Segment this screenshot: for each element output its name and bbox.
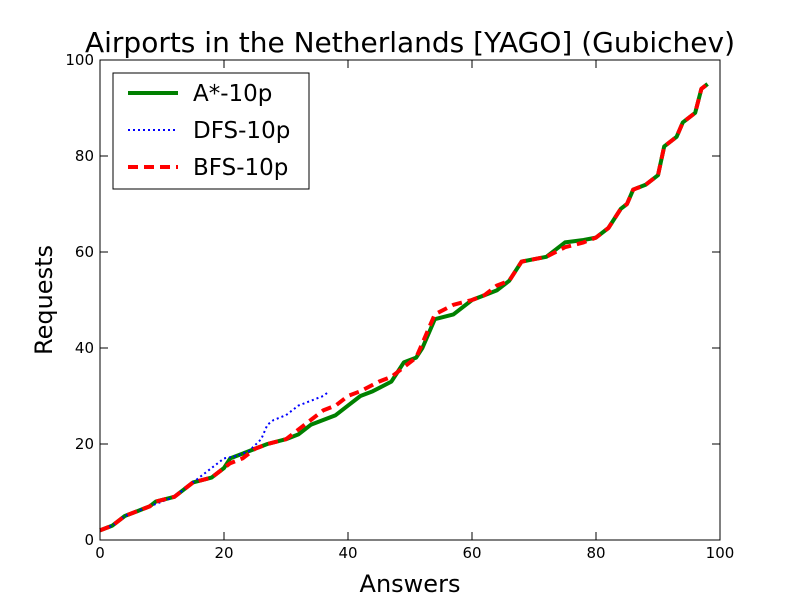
legend: A*-10p DFS-10p BFS-10p xyxy=(112,72,310,190)
x-tick-label: 60 xyxy=(462,544,481,562)
y-tick-label: 20 xyxy=(75,435,94,453)
series-lines xyxy=(99,82,709,533)
plot-frame xyxy=(99,59,721,541)
y-axis-label: Requests xyxy=(30,245,58,355)
series-line-dfs xyxy=(99,390,331,532)
x-tick-label: 0 xyxy=(95,544,105,562)
x-tick-label: 40 xyxy=(338,544,357,562)
x-axis-label: Answers xyxy=(360,570,461,598)
legend-label-a-star: A*-10p xyxy=(193,81,272,107)
x-tick-label: 80 xyxy=(586,544,605,562)
y-tick-labels: 0 20 40 60 80 100 xyxy=(65,51,94,549)
series-line-bfs xyxy=(99,82,709,533)
y-tick-label: 80 xyxy=(75,147,94,165)
y-tick-label: 40 xyxy=(75,339,94,357)
chart-title: Airports in the Netherlands [YAGO] (Gubi… xyxy=(85,26,735,59)
y-tick-label: 60 xyxy=(75,243,94,261)
y-tick-label: 0 xyxy=(84,531,94,549)
y-tick-label: 100 xyxy=(65,51,94,69)
x-tick-label: 20 xyxy=(214,544,233,562)
x-tick-label: 100 xyxy=(706,544,735,562)
legend-label-bfs: BFS-10p xyxy=(193,155,288,181)
legend-label-dfs: DFS-10p xyxy=(193,118,290,144)
x-tick-labels: 0 20 40 60 80 100 xyxy=(95,544,734,562)
